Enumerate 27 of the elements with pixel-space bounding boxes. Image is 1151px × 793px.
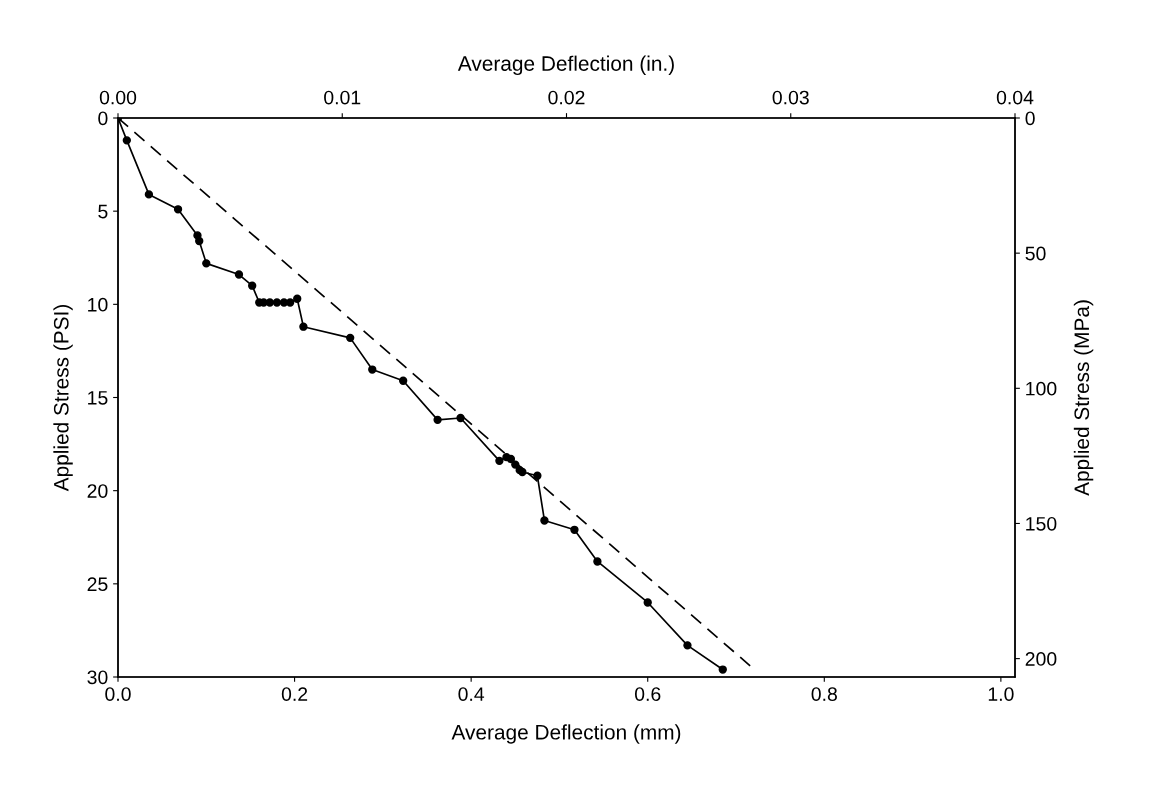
- x-tick-label: 1.0: [988, 687, 1014, 701]
- y2-tick-label: 100: [1026, 381, 1057, 396]
- y-tick-label: 0: [98, 111, 108, 126]
- x2-tick-label: 0.03: [772, 90, 809, 105]
- y2-tick-label: 0: [1025, 111, 1035, 126]
- x-tick-label: 0.0: [105, 687, 131, 701]
- y-tick-label: 5: [98, 204, 108, 219]
- x2-tick-label: 0.02: [548, 90, 585, 105]
- x2-tick-label: 0.00: [99, 90, 137, 105]
- y-tick-label: 15: [88, 391, 108, 405]
- x2-axis-title: Average Deflection (in.): [457, 55, 674, 76]
- x-tick-label: 0.6: [634, 687, 661, 701]
- y2-tick-label: 200: [1025, 652, 1057, 666]
- y-tick-label: 30: [87, 670, 108, 685]
- x2-tick-label: 0.01: [324, 90, 361, 105]
- y2-tick-label: 150: [1026, 516, 1057, 531]
- x2-tick-label: 0.04: [996, 90, 1034, 105]
- x-tick-label: 0.2: [281, 687, 308, 701]
- x-tick-label: 0.8: [811, 687, 837, 701]
- y-axis-title: Applied Stress (PSI): [53, 305, 73, 492]
- x-axis-title: Average Deflection (mm): [451, 724, 681, 744]
- y-tick-label: 25: [87, 577, 108, 592]
- y2-tick-label: 50: [1025, 246, 1046, 261]
- x-tick-label: 0.4: [458, 687, 485, 701]
- y2-axis-title: Applied Stress (MPa): [1073, 300, 1094, 496]
- y-tick-label: 10: [88, 297, 108, 312]
- y-tick-label: 20: [87, 484, 108, 498]
